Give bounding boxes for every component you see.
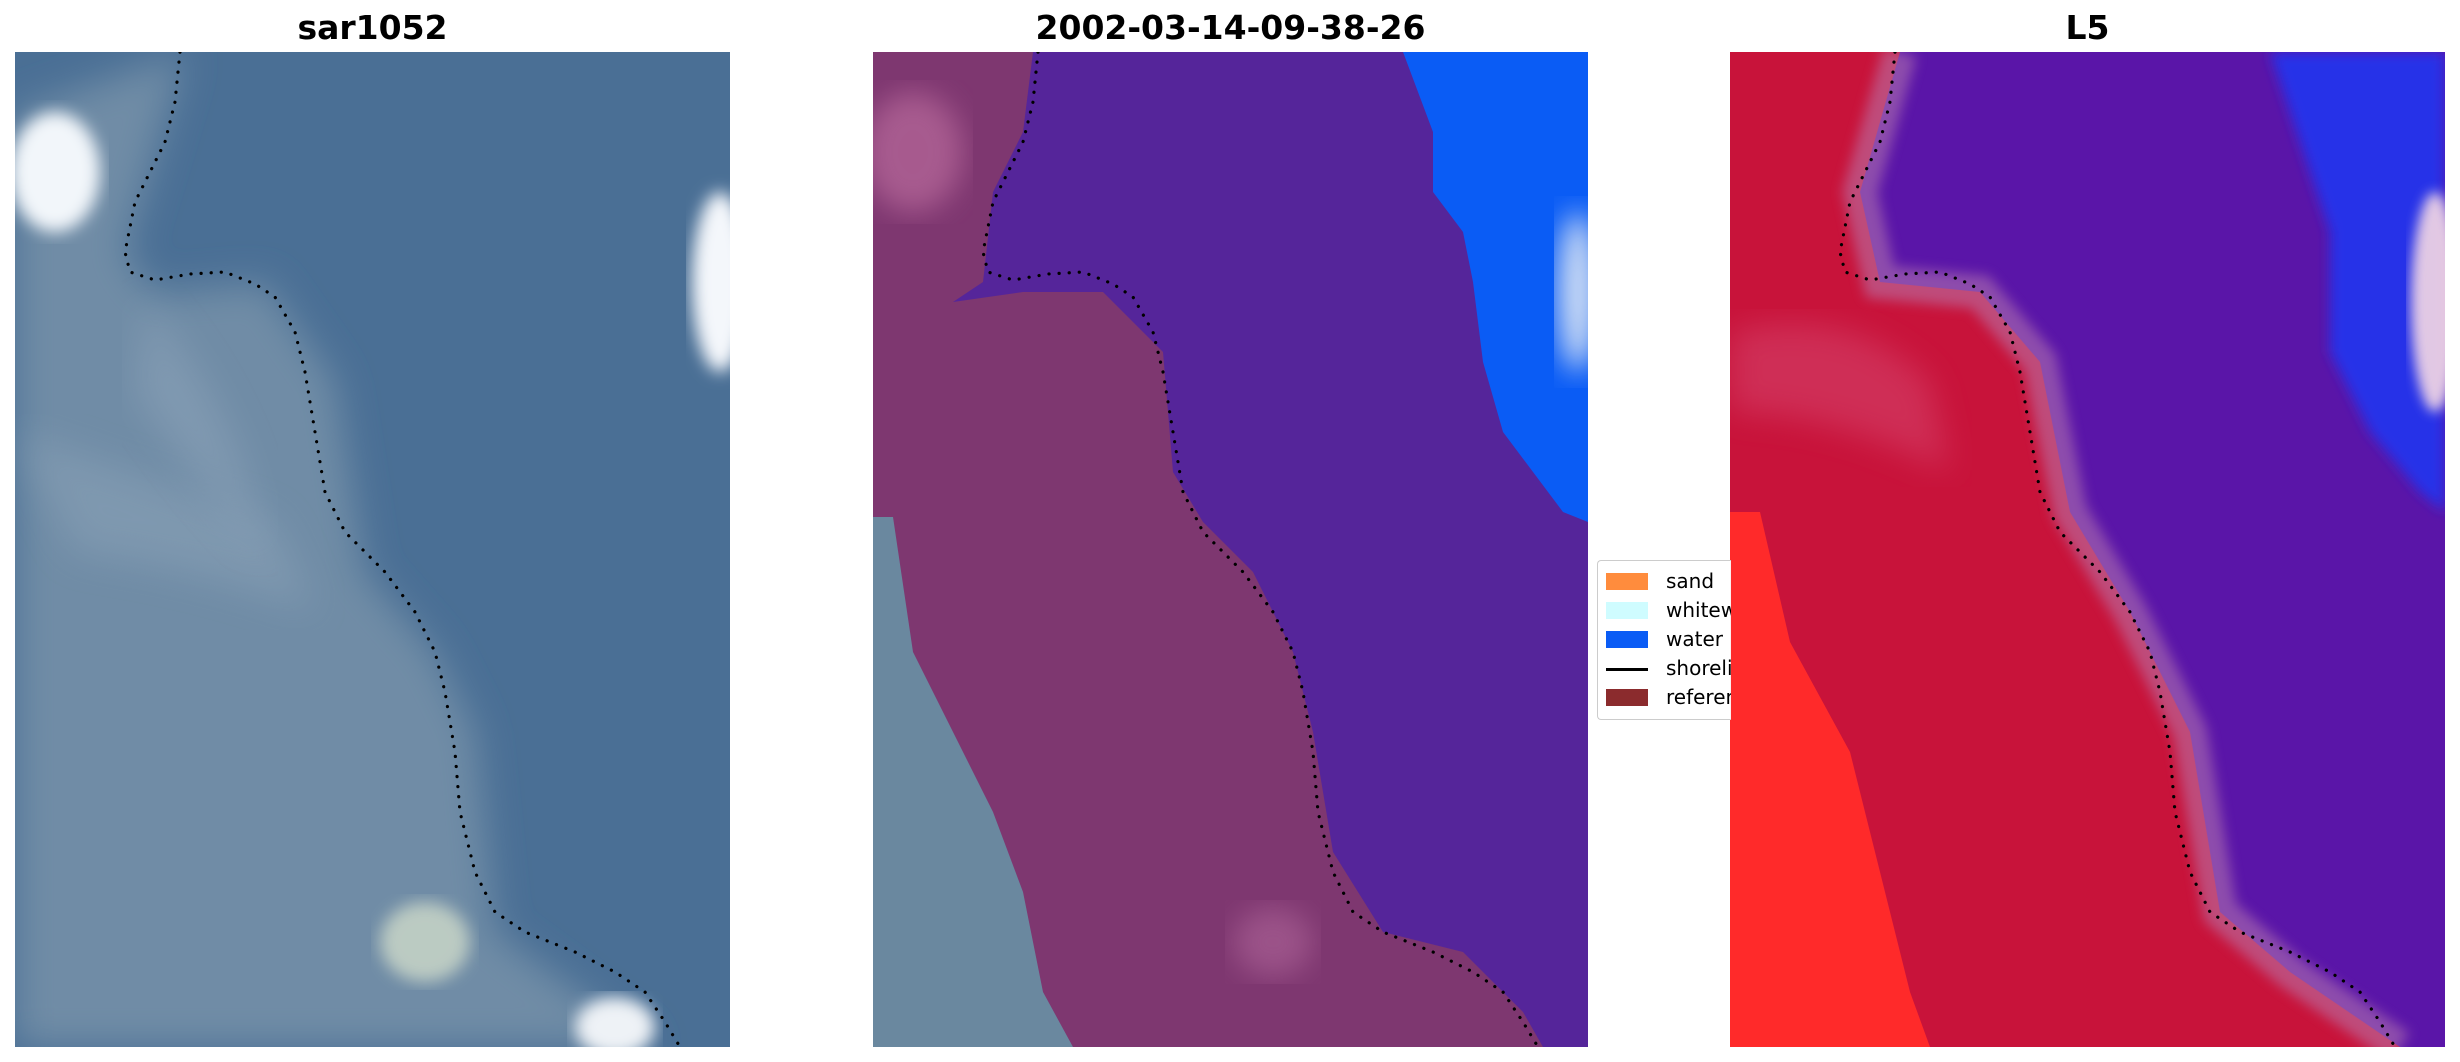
- legend-item-reference-shoreline: reference shoreline: [1606, 685, 1731, 709]
- panel-title-index: L5: [2065, 8, 2110, 47]
- high-index-area: [1730, 512, 1930, 1047]
- legend-item-water: water: [1606, 627, 1731, 651]
- legend-swatch: [1606, 689, 1648, 706]
- unclassified-area: [873, 517, 1073, 1047]
- bright-patch: [2411, 192, 2445, 412]
- panel-title-classification: 2002-03-14-09-38-26: [1035, 8, 1426, 47]
- legend-item-sand: sand: [1606, 569, 1731, 593]
- bright-patch: [873, 92, 963, 212]
- sandbar-streak: [15, 432, 315, 612]
- legend-label: water: [1666, 627, 1723, 651]
- index-panel: [1730, 52, 2445, 1047]
- land-class-area: [873, 52, 1543, 1047]
- bright-patch: [1558, 212, 1588, 372]
- legend-swatch: [1606, 573, 1648, 590]
- rgb-image-panel: [15, 52, 730, 1047]
- bright-patch: [15, 112, 100, 232]
- legend-label: sand: [1666, 569, 1715, 593]
- legend-swatch: [1606, 602, 1648, 619]
- classification-panel: [873, 52, 1588, 1047]
- bright-patch: [692, 192, 730, 372]
- legend-swatch: [1606, 631, 1648, 648]
- classification-image: [873, 52, 1588, 1047]
- legend-line-swatch: [1606, 668, 1648, 671]
- legend-label: shoreline: [1666, 656, 1731, 680]
- bright-water-area: [1403, 52, 1588, 522]
- sandbar-streak: [135, 302, 265, 552]
- bright-patch: [575, 997, 655, 1047]
- rgb-image: [15, 52, 730, 1047]
- legend-label: reference shoreline: [1666, 685, 1731, 709]
- bright-water-area: [2270, 52, 2445, 512]
- panel-title-rgb: sar1052: [297, 8, 448, 47]
- sandbar-streak: [1730, 323, 1950, 472]
- bright-patch: [380, 902, 470, 982]
- bright-patch: [1233, 907, 1313, 977]
- legend-item-shoreline: shoreline: [1606, 656, 1731, 680]
- index-image: [1730, 52, 2445, 1047]
- land-area: [15, 52, 655, 1047]
